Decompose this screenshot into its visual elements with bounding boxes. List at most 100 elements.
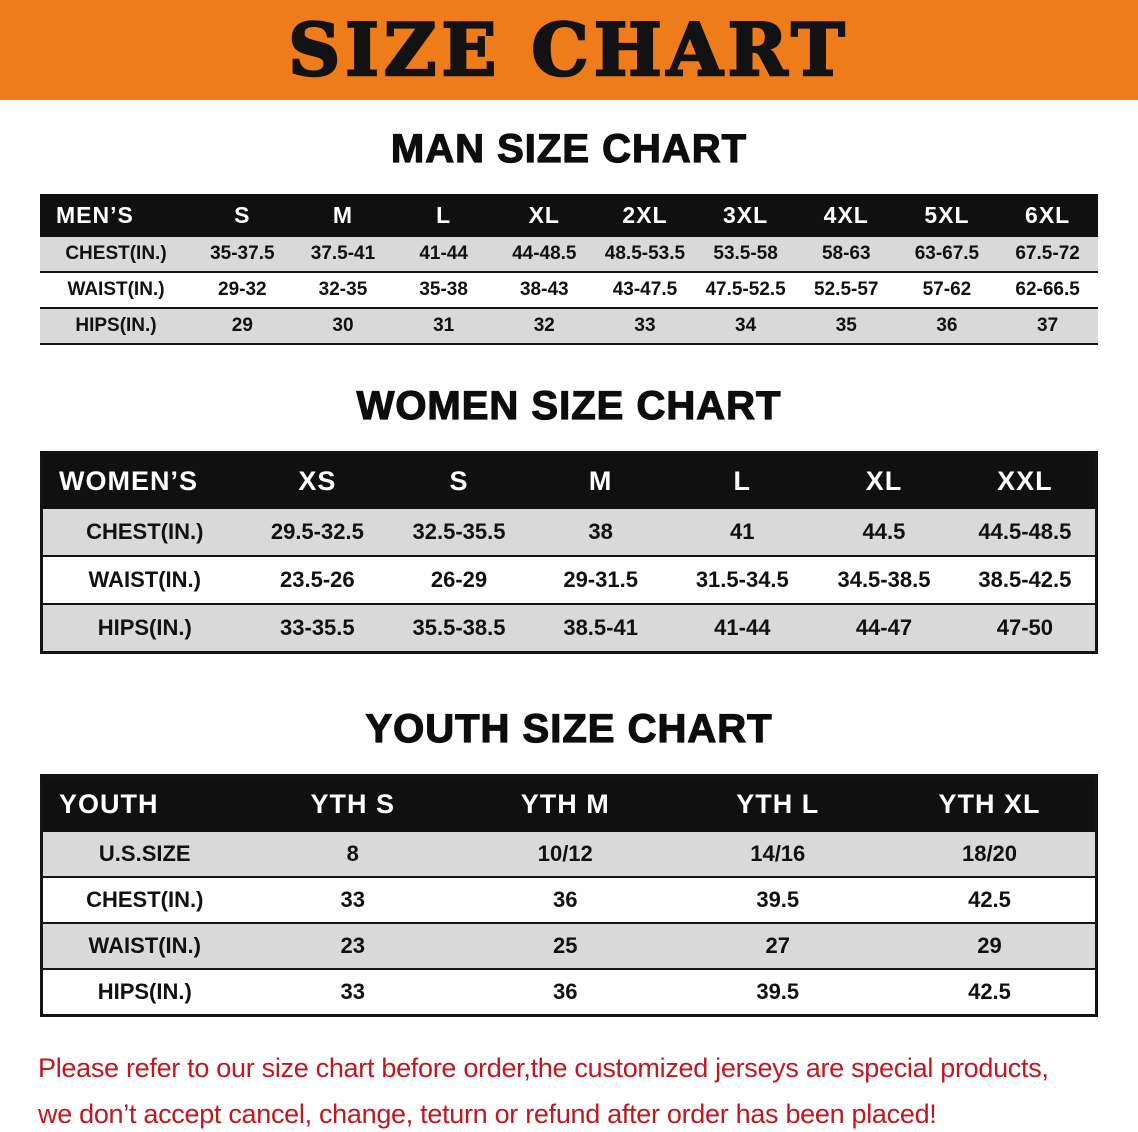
size-value-cell: 33: [246, 969, 459, 1017]
size-value-cell: 29-32: [192, 272, 293, 309]
size-value-cell: 33: [594, 308, 696, 345]
row-label: CHEST(IN.): [41, 509, 247, 557]
size-value-cell: 44-48.5: [493, 237, 595, 273]
men-section-heading: MAN SIZE CHART: [390, 126, 748, 171]
size-value-cell: 29: [192, 308, 293, 345]
size-value-cell: 52.5-57: [795, 272, 897, 309]
size-value-cell: 41: [671, 509, 814, 557]
size-value-cell: 33: [246, 877, 459, 924]
size-column-header: XXL: [954, 452, 1097, 509]
table-header-row: YOUTH YTH S YTH M YTH L YTH XL: [41, 775, 1097, 832]
size-value-cell: 34.5-38.5: [813, 556, 955, 605]
size-column-header: XS: [246, 452, 389, 509]
size-column-header: L: [393, 194, 494, 237]
measurement-row: U.S.SIZE 8 10/12 14/16 18/20: [41, 832, 1097, 878]
size-value-cell: 44.5: [813, 509, 955, 557]
youth-section: YOUTH SIZE CHART YOUTH YTH S YTH M YTH L YTH…: [0, 706, 1138, 1017]
size-value-cell: 47.5-52.5: [695, 272, 796, 309]
size-value-cell: 57-62: [896, 272, 998, 309]
size-column-header: YTH S: [246, 775, 459, 832]
size-value-cell: 38: [529, 509, 672, 557]
measurement-row: WAIST(IN.) 29-32 32-35 35-38 38-43 43-47.5 47.…: [40, 272, 1098, 309]
row-label: HIPS(IN.): [40, 308, 192, 345]
page-title: SIZE CHART: [287, 7, 850, 92]
size-value-cell: 31.5-34.5: [671, 556, 814, 605]
size-value-cell: 44-47: [813, 604, 955, 654]
size-value-cell: 41-44: [393, 237, 494, 273]
size-value-cell: 32: [493, 308, 595, 345]
size-column-header: YTH L: [671, 775, 884, 832]
size-value-cell: 53.5-58: [695, 237, 796, 273]
size-value-cell: 31: [393, 308, 494, 345]
size-value-cell: 58-63: [795, 237, 897, 273]
size-value-cell: 35.5-38.5: [388, 604, 530, 654]
table-corner-label: YOUTH: [41, 775, 247, 832]
table-corner-label: MEN’S: [40, 194, 192, 237]
size-value-cell: 8: [246, 832, 459, 878]
size-value-cell: 35: [795, 308, 897, 345]
measurement-row: HIPS(IN.) 33 36 39.5 42.5: [41, 969, 1097, 1017]
notice-line-2: we don’t accept cancel, change, teturn o…: [38, 1099, 937, 1130]
size-value-cell: 39.5: [671, 969, 884, 1017]
size-value-cell: 48.5-53.5: [594, 237, 696, 273]
size-value-cell: 42.5: [884, 969, 1097, 1017]
measurement-row: WAIST(IN.) 23.5-26 26-29 29-31.5 31.5-34.5 34…: [41, 556, 1097, 605]
size-value-cell: 37.5-41: [292, 237, 394, 273]
size-value-cell: 42.5: [884, 877, 1097, 924]
measurement-row: CHEST(IN.) 33 36 39.5 42.5: [41, 877, 1097, 924]
size-value-cell: 14/16: [671, 832, 884, 878]
row-label: WAIST(IN.): [41, 556, 247, 605]
size-column-header: YTH XL: [884, 775, 1097, 832]
youth-section-heading: YOUTH SIZE CHART: [365, 706, 773, 751]
size-column-header: S: [388, 452, 530, 509]
size-value-cell: 47-50: [954, 604, 1097, 654]
table-header-row: MEN’S S M L XL 2XL 3XL 4XL 5XL 6XL: [40, 194, 1098, 237]
measurement-row: CHEST(IN.) 35-37.5 37.5-41 41-44 44-48.5 48.5…: [40, 237, 1098, 273]
size-value-cell: 44.5-48.5: [954, 509, 1097, 557]
size-value-cell: 36: [459, 877, 672, 924]
size-value-cell: 32.5-35.5: [388, 509, 530, 557]
size-column-header: XL: [813, 452, 955, 509]
row-label: WAIST(IN.): [41, 923, 247, 970]
men-section: MAN SIZE CHART MEN’S S M L XL 2XL 3XL 4XL 5XL 6XL…: [0, 126, 1138, 345]
measurement-row: CHEST(IN.) 29.5-32.5 32.5-35.5 38 41 44.5 44.5…: [41, 509, 1097, 557]
footer-notice: Please refer to our size chart before or…: [38, 1045, 1100, 1132]
size-value-cell: 38.5-42.5: [954, 556, 1097, 605]
youth-size-table: YOUTH YTH S YTH M YTH L YTH XL U.S.SIZE 8 10/12…: [40, 774, 1098, 1017]
table-header-row: WOMEN’S XS S M L XL XXL: [41, 452, 1097, 509]
size-column-header: 5XL: [896, 194, 998, 237]
size-value-cell: 35-38: [393, 272, 494, 309]
row-label: CHEST(IN.): [40, 237, 192, 273]
measurement-row: HIPS(IN.) 33-35.5 35.5-38.5 38.5-41 41-44 44-…: [41, 604, 1097, 654]
row-label: HIPS(IN.): [41, 969, 247, 1017]
size-value-cell: 27: [671, 923, 884, 970]
size-value-cell: 23.5-26: [246, 556, 389, 605]
measurement-row: HIPS(IN.) 29 30 31 32 33 34 35 36 37: [40, 308, 1098, 345]
size-value-cell: 63-67.5: [896, 237, 998, 273]
size-value-cell: 43-47.5: [594, 272, 696, 309]
size-value-cell: 26-29: [388, 556, 530, 605]
size-column-header: XL: [493, 194, 595, 237]
banner: SIZE CHART: [0, 0, 1138, 100]
size-value-cell: 34: [695, 308, 796, 345]
measurement-row: WAIST(IN.) 23 25 27 29: [41, 923, 1097, 970]
size-value-cell: 36: [459, 969, 672, 1017]
size-value-cell: 67.5-72: [997, 237, 1098, 273]
size-value-cell: 18/20: [884, 832, 1097, 878]
size-column-header: S: [192, 194, 293, 237]
size-value-cell: 62-66.5: [997, 272, 1098, 309]
row-label: HIPS(IN.): [41, 604, 247, 654]
size-value-cell: 41-44: [671, 604, 814, 654]
size-column-header: M: [529, 452, 672, 509]
women-section: WOMEN SIZE CHART WOMEN’S XS S M L XL XXL CHEST(…: [0, 383, 1138, 654]
size-value-cell: 36: [896, 308, 998, 345]
size-value-cell: 32-35: [292, 272, 394, 309]
size-value-cell: 29: [884, 923, 1097, 970]
size-value-cell: 35-37.5: [192, 237, 293, 273]
women-size-table: WOMEN’S XS S M L XL XXL CHEST(IN.) 29.5-32.5 32.5…: [40, 451, 1098, 654]
size-value-cell: 38-43: [493, 272, 595, 309]
row-label: U.S.SIZE: [41, 832, 247, 878]
size-column-header: YTH M: [459, 775, 672, 832]
men-size-table: MEN’S S M L XL 2XL 3XL 4XL 5XL 6XL CHEST(IN.) 35-37…: [40, 194, 1098, 345]
